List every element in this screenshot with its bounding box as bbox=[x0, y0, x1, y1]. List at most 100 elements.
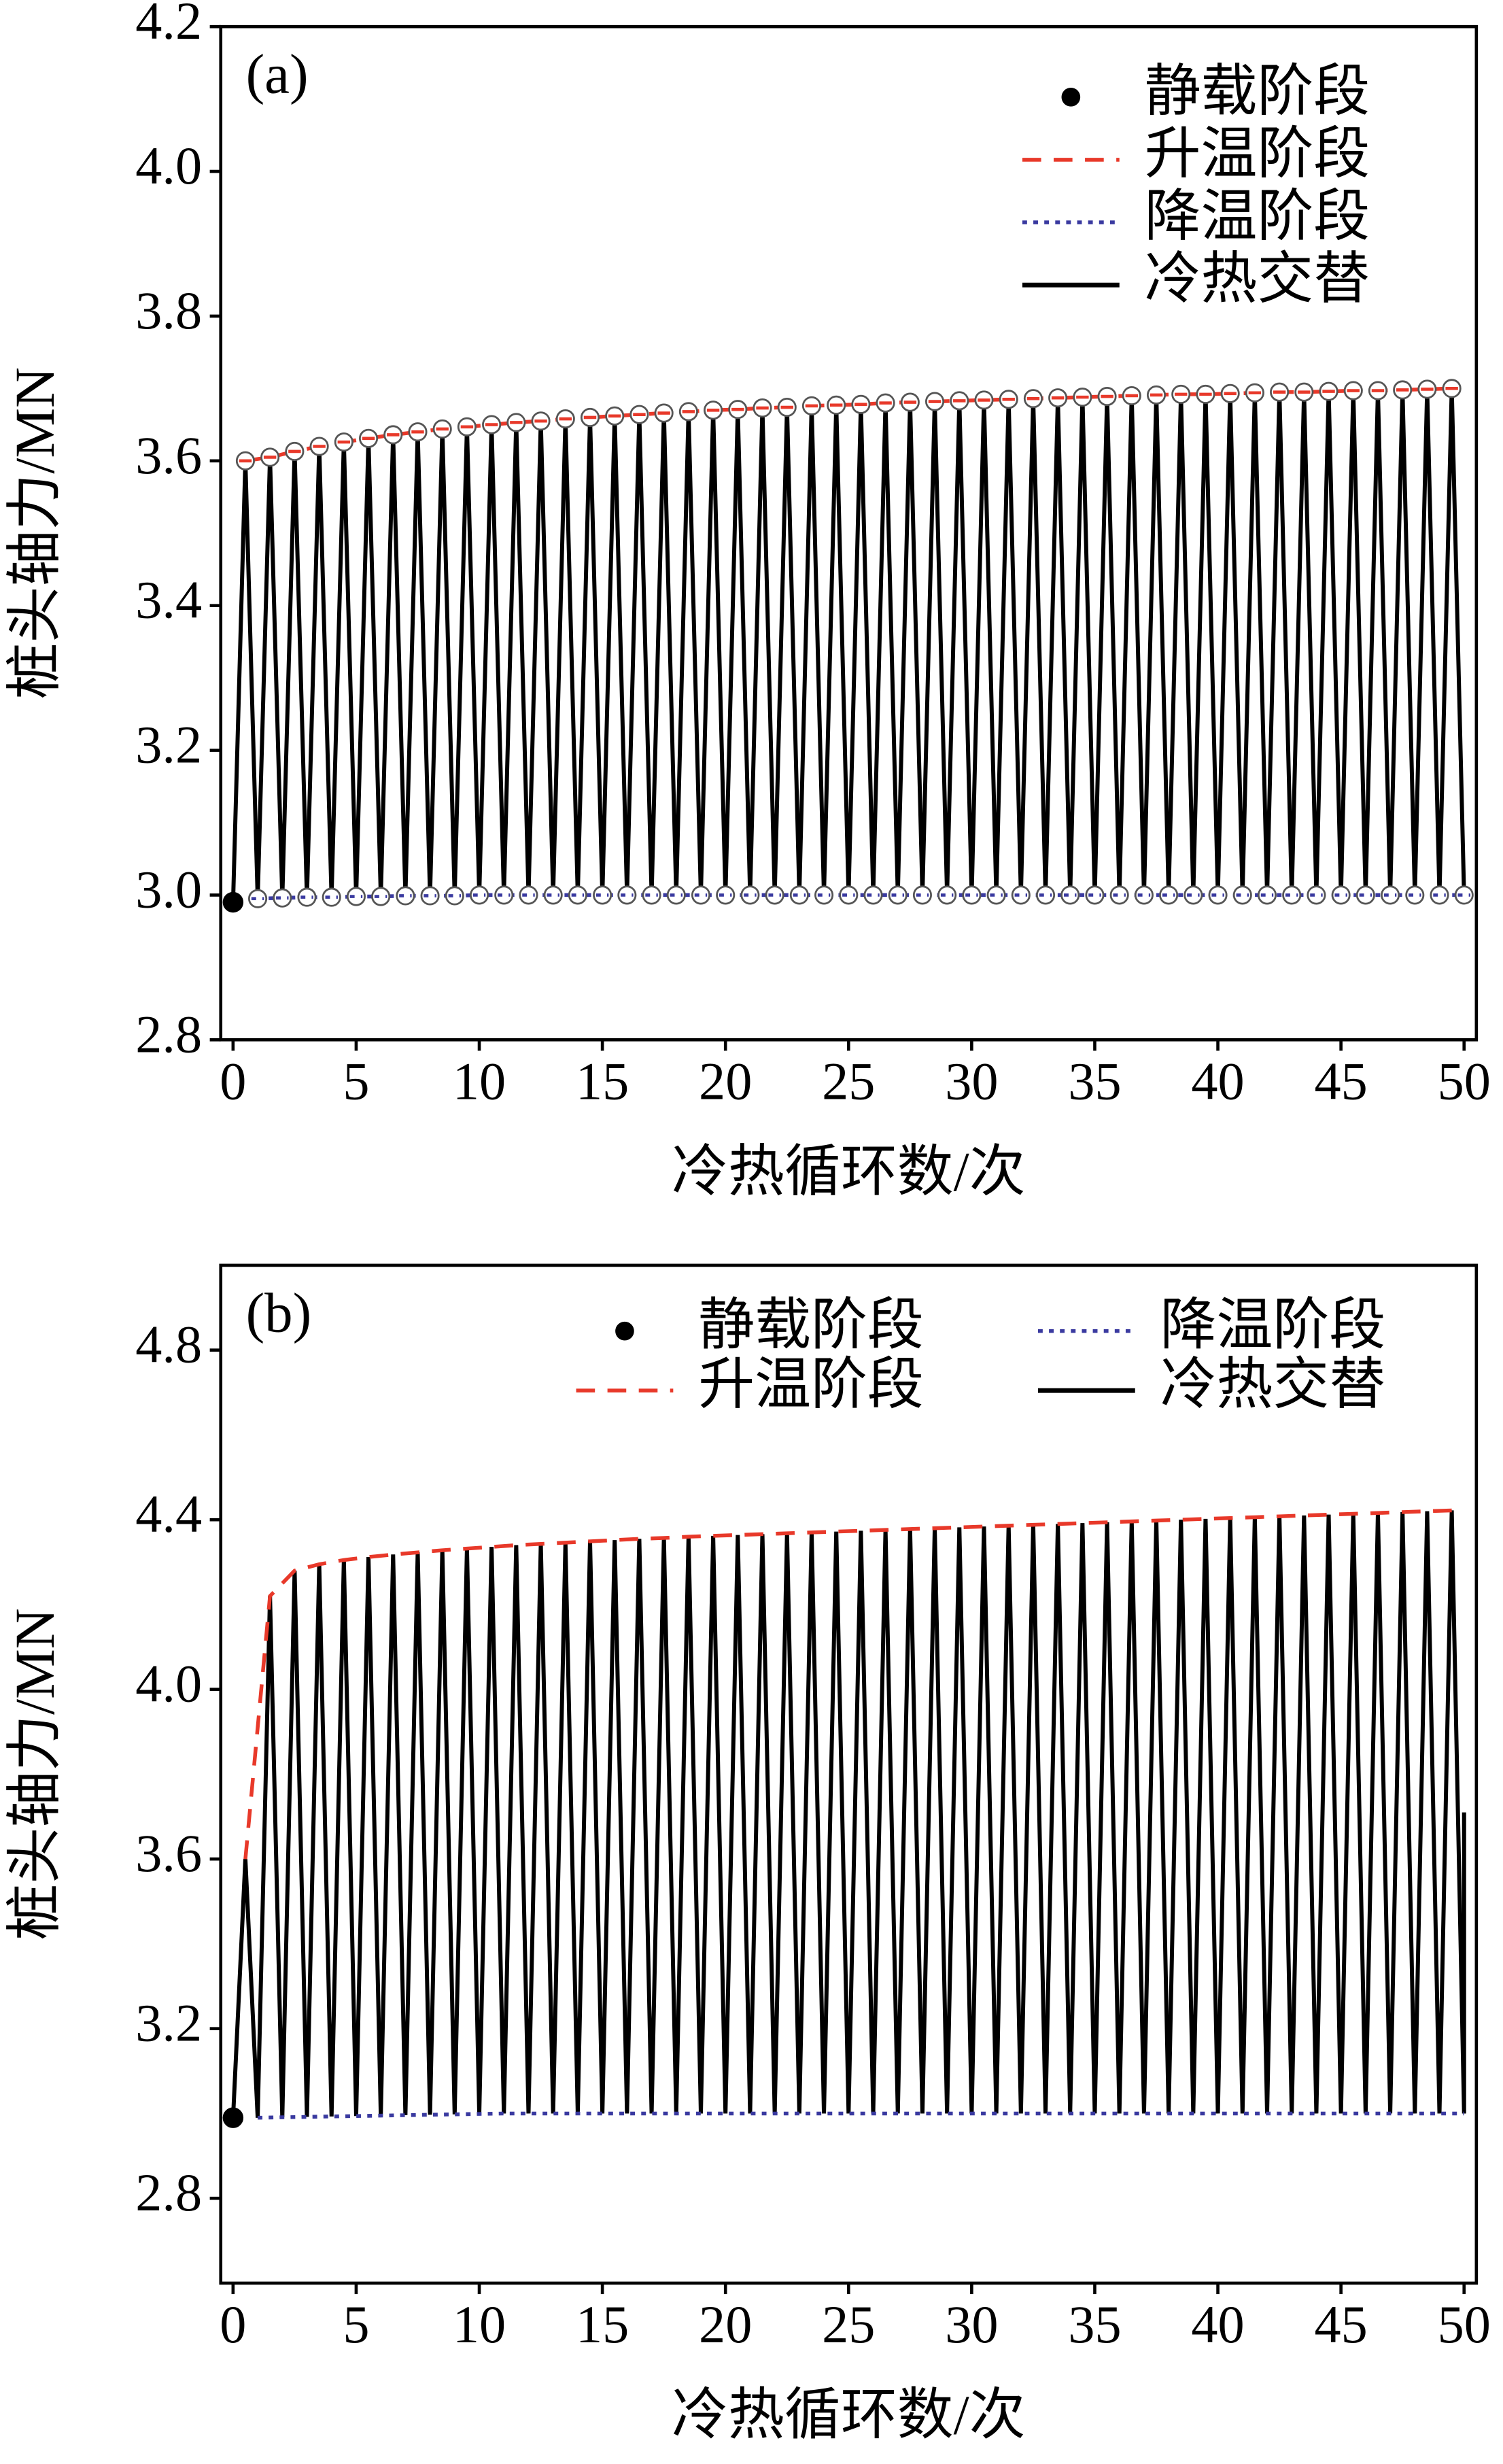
data-point bbox=[912, 885, 932, 905]
data-point bbox=[1085, 885, 1105, 905]
y-tick-label: 4.8 bbox=[135, 1315, 202, 1374]
series-line bbox=[258, 2111, 1464, 2120]
x-tick-label: 20 bbox=[699, 2295, 752, 2354]
data-point bbox=[222, 891, 244, 913]
x-tick-label: 25 bbox=[822, 1051, 875, 1110]
y-tick-label: 3.6 bbox=[135, 426, 202, 485]
data-point bbox=[1134, 885, 1154, 905]
data-point bbox=[617, 885, 637, 905]
data-point bbox=[346, 887, 366, 906]
x-tick-label: 45 bbox=[1315, 2295, 1368, 2354]
legend-label: 降温阶段 bbox=[1160, 1294, 1386, 1356]
data-point bbox=[986, 885, 1006, 905]
data-point bbox=[1232, 885, 1252, 905]
x-tick-label: 50 bbox=[1438, 2295, 1491, 2354]
y-tick-label: 3.4 bbox=[135, 570, 202, 630]
data-point bbox=[420, 886, 440, 906]
data-point bbox=[1430, 885, 1449, 905]
data-point bbox=[1331, 885, 1351, 905]
x-tick-label: 0 bbox=[220, 1051, 246, 1110]
y-tick-label: 2.8 bbox=[135, 1004, 202, 1063]
x-tick-label: 5 bbox=[343, 2295, 369, 2354]
data-point bbox=[1035, 885, 1056, 905]
series-line bbox=[243, 1508, 1452, 1860]
data-point bbox=[396, 886, 415, 906]
data-point bbox=[814, 885, 834, 905]
legend-label: 静载阶段 bbox=[698, 1294, 924, 1356]
x-tick-label: 45 bbox=[1315, 1051, 1368, 1110]
data-point bbox=[1159, 885, 1179, 905]
data-point bbox=[445, 886, 464, 906]
y-tick-label: 4.4 bbox=[135, 1484, 202, 1543]
data-point bbox=[642, 885, 661, 905]
data-point bbox=[273, 888, 292, 908]
x-tick-label: 20 bbox=[699, 1051, 752, 1110]
data-point bbox=[1307, 885, 1326, 905]
y-tick-label: 3.2 bbox=[135, 715, 202, 774]
data-point bbox=[839, 885, 859, 905]
series-line bbox=[230, 1510, 1466, 2118]
data-point bbox=[740, 885, 760, 905]
data-point bbox=[863, 885, 883, 905]
x-tick-label: 35 bbox=[1068, 2295, 1121, 2354]
y-tick-label: 3.2 bbox=[135, 1994, 202, 2053]
x-axis-label: 冷热循环数/次 bbox=[672, 2384, 1025, 2446]
data-point bbox=[248, 889, 268, 908]
data-point bbox=[937, 885, 957, 905]
y-tick-label: 4.2 bbox=[135, 0, 202, 50]
data-point bbox=[1355, 885, 1375, 905]
legend-symbol bbox=[615, 1321, 634, 1341]
x-tick-label: 5 bbox=[343, 1051, 369, 1110]
legend-label: 冷热交替 bbox=[1160, 1353, 1386, 1416]
x-tick-label: 30 bbox=[945, 2295, 998, 2354]
data-point bbox=[1381, 885, 1400, 905]
data-point bbox=[1405, 885, 1425, 905]
data-point bbox=[222, 2107, 244, 2128]
data-point bbox=[765, 885, 784, 905]
legend-label: 升温阶段 bbox=[698, 1353, 924, 1416]
y-tick-label: 4.0 bbox=[135, 1654, 202, 1713]
series-line bbox=[245, 386, 1452, 463]
data-point bbox=[543, 885, 563, 905]
y-tick-label: 2.8 bbox=[135, 2163, 202, 2222]
x-tick-label: 30 bbox=[945, 1051, 998, 1110]
data-point bbox=[1109, 885, 1129, 905]
data-point bbox=[789, 885, 809, 905]
data-point bbox=[297, 887, 317, 907]
x-tick-label: 40 bbox=[1191, 2295, 1244, 2354]
data-point bbox=[1011, 885, 1031, 905]
x-tick-label: 35 bbox=[1068, 1051, 1121, 1110]
data-point bbox=[1060, 885, 1080, 905]
legend-label: 升温阶段 bbox=[1145, 122, 1370, 185]
legend-symbol bbox=[1061, 87, 1081, 107]
data-point bbox=[322, 887, 341, 907]
x-tick-label: 25 bbox=[822, 2295, 875, 2354]
x-tick-label: 40 bbox=[1191, 1051, 1244, 1110]
plot-frame bbox=[219, 1263, 1479, 2285]
data-point bbox=[371, 887, 391, 906]
y-tick-label: 4.0 bbox=[135, 136, 202, 195]
legend-label: 降温阶段 bbox=[1145, 185, 1370, 247]
data-point bbox=[568, 885, 587, 905]
data-point bbox=[1282, 885, 1302, 905]
x-tick-label: 10 bbox=[453, 2295, 506, 2354]
legend-label: 静载阶段 bbox=[1145, 60, 1370, 122]
x-axis-label: 冷热循环数/次 bbox=[672, 1140, 1025, 1203]
data-point bbox=[494, 885, 514, 905]
data-point bbox=[593, 885, 612, 905]
panel-label: (a) bbox=[246, 43, 309, 105]
y-tick-label: 3.8 bbox=[135, 281, 202, 340]
x-tick-label: 10 bbox=[453, 1051, 506, 1110]
panel-label: (b) bbox=[246, 1281, 312, 1344]
x-tick-label: 15 bbox=[576, 1051, 629, 1110]
data-point bbox=[1184, 885, 1203, 905]
x-tick-label: 15 bbox=[576, 2295, 629, 2354]
data-point bbox=[1208, 885, 1228, 905]
data-point bbox=[1257, 885, 1277, 905]
data-point bbox=[691, 885, 711, 905]
x-tick-label: 0 bbox=[220, 2295, 246, 2354]
y-axis-label: 桩头轴力/MN bbox=[3, 1608, 66, 1940]
legend-label: 冷热交替 bbox=[1145, 247, 1370, 310]
